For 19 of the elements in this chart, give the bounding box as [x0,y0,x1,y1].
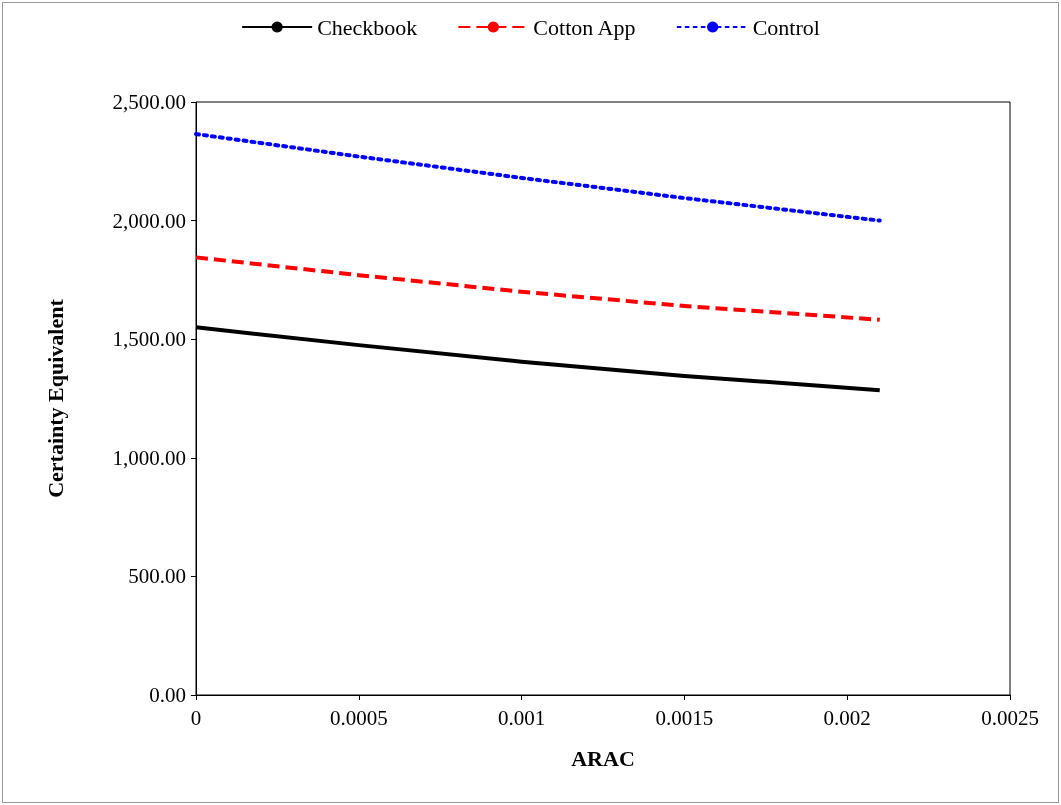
y-tick-label: 2,500.00 [112,90,186,114]
y-tick-label: 2,000.00 [112,208,186,233]
y-axis-title: Certainty Equivalent [42,298,68,498]
legend-label: Checkbook [317,14,418,40]
line-series [194,255,882,322]
y-tick-label: 0.00 [149,683,186,707]
y-tick-label: 500.00 [128,564,186,589]
x-tick-label: 0.001 [497,705,546,730]
legend-label: Control [752,14,820,40]
line-series [194,132,882,223]
x-tick-label: 0.0005 [329,705,388,730]
x-tick-label: 0 [190,705,202,730]
legend-label: Cotton App [533,14,636,40]
y-tick-label: 1,000.00 [112,445,186,470]
x-tick-label: 0.0015 [655,705,714,730]
x-tick-label: 0.0025 [981,705,1039,730]
y-tick-label: 1,500.00 [112,327,186,352]
x-axis-title: ARAC [571,745,635,771]
x-tick-label: 0.002 [823,705,871,730]
